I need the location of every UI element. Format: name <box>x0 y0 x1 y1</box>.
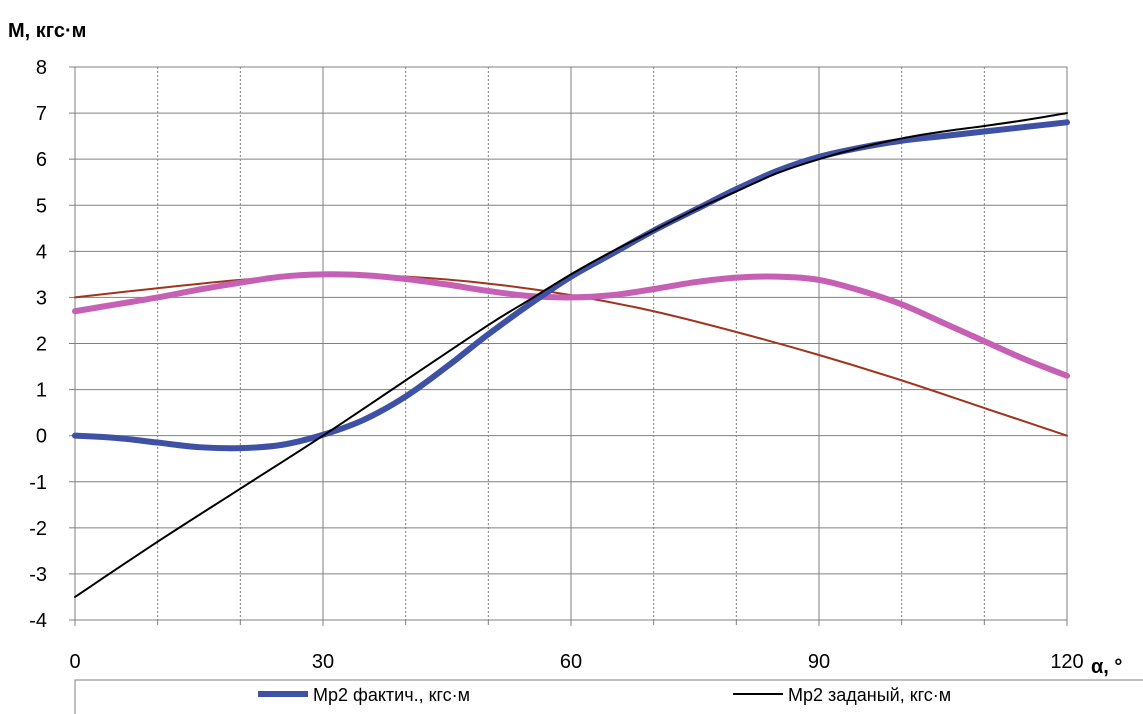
x-tick-label: 0 <box>69 651 80 673</box>
legend-label: Мр2 заданый, кгс·м <box>788 685 951 705</box>
x-tick-label: 90 <box>808 651 830 673</box>
y-tick-label: 3 <box>36 287 47 309</box>
y-tick-label: 4 <box>36 241 47 263</box>
y-tick-label: 1 <box>36 380 47 402</box>
y-tick-label: -4 <box>29 610 47 632</box>
y-tick-label: -3 <box>29 564 47 586</box>
y-tick-label: 7 <box>36 103 47 125</box>
x-tick-label: 30 <box>312 651 334 673</box>
y-tick-label: 2 <box>36 334 47 356</box>
grid <box>75 66 1067 621</box>
legend-box <box>74 679 1143 714</box>
y-tick-label: 6 <box>36 149 47 171</box>
series-group <box>72 112 1070 598</box>
series-line-1 <box>72 119 1070 452</box>
y-axis-title: M, кгс·м <box>8 20 86 42</box>
y-ticks: -4 -3 -2 -1 0 1 2 3 4 5 6 7 8 <box>29 57 75 632</box>
x-tick-label: 120 <box>1050 651 1083 673</box>
x-tick-label: 60 <box>560 651 582 673</box>
legend-label: Мр2 фактич., кгс·м <box>313 685 470 705</box>
y-tick-label: -1 <box>29 472 47 494</box>
y-tick-label: 5 <box>36 195 47 217</box>
x-axis-title: α, ° <box>1091 656 1122 678</box>
series-line-2 <box>74 112 1068 598</box>
y-tick-label: 8 <box>36 57 47 79</box>
x-ticks: 0 30 60 90 120 <box>69 620 1084 673</box>
y-tick-label: -2 <box>29 518 47 540</box>
y-tick-label: 0 <box>36 426 47 448</box>
legend: Мр2 фактич., кгс·м Мр2 заданый, кгс·м <box>74 679 1143 714</box>
series-line-4 <box>72 271 1070 379</box>
